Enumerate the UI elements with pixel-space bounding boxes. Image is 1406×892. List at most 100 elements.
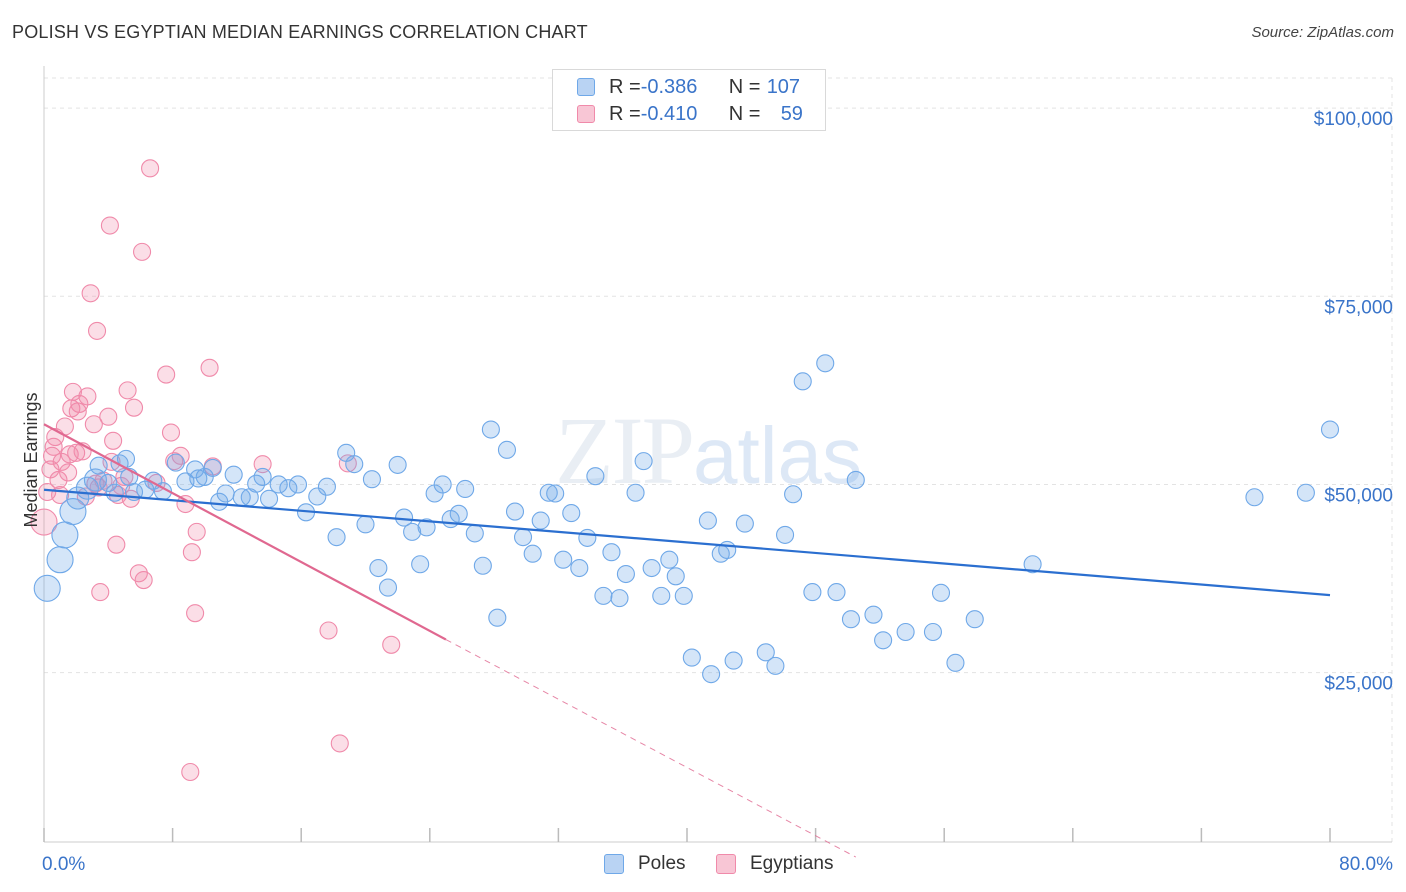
poles-point: [682, 648, 701, 667]
legend-row-egyptians: R = -0.410 N = 59: [577, 101, 803, 127]
egyptians-n-value: 59: [780, 102, 803, 125]
poles-point: [417, 518, 436, 537]
poles-point: [602, 543, 621, 562]
poles-point: [827, 583, 846, 602]
egyptians-point: [186, 604, 205, 623]
egyptians-point: [30, 508, 58, 536]
egyptians-point: [181, 762, 200, 782]
poles-point: [403, 522, 422, 541]
poles-point: [456, 479, 475, 499]
egyptians-point: [161, 423, 181, 442]
poles-point: [931, 583, 951, 602]
poles-point: [531, 511, 550, 530]
egyptians-point: [124, 398, 144, 417]
poles-point: [546, 484, 565, 503]
watermark: ZIPatlas: [555, 395, 862, 506]
egyptians-point: [319, 621, 338, 640]
poles-swatch: [577, 78, 595, 96]
poles-point: [666, 567, 685, 586]
chart-title: POLISH VS EGYPTIAN MEDIAN EARNINGS CORRE…: [12, 22, 588, 42]
poles-point: [803, 583, 822, 602]
poles-point: [369, 558, 388, 578]
poles-point: [841, 610, 861, 629]
poles-point: [562, 504, 581, 523]
legend-item-poles: Poles: [604, 852, 686, 876]
egyptians-point: [182, 543, 201, 562]
poles-point: [616, 564, 635, 584]
poles-point: [356, 515, 375, 534]
egyptians-point: [104, 431, 123, 450]
source-credit: Source: ZipAtlas.com: [1251, 24, 1394, 41]
poles-point: [793, 372, 812, 391]
egyptians-point: [118, 381, 137, 400]
poles-point: [488, 608, 507, 627]
egyptians-points: [30, 159, 401, 782]
poles-point: [327, 528, 346, 547]
egyptians-point: [253, 455, 272, 474]
watermark-atlas: atlas: [693, 411, 862, 500]
poles-point: [388, 455, 407, 474]
poles-point: [317, 477, 336, 496]
egyptians-point: [200, 358, 219, 377]
egyptians-point: [67, 443, 86, 462]
poles-point: [59, 498, 87, 526]
poles-point: [83, 468, 107, 492]
egyptians-point: [49, 470, 68, 489]
poles-point: [1245, 488, 1264, 507]
egyptians-point: [91, 583, 110, 602]
poles-point: [481, 420, 500, 439]
watermark-zip: ZIP: [555, 397, 695, 504]
y-tick-label: $75,000: [1324, 297, 1393, 318]
egyptians-r-value: -0.410: [640, 102, 698, 125]
poles-n-label: N =: [728, 75, 761, 98]
poles-point: [1296, 483, 1315, 502]
poles-point: [505, 502, 525, 521]
egyptians-point: [78, 387, 97, 406]
egyptians-point: [157, 365, 176, 384]
poles-point: [735, 514, 754, 533]
poles-point: [362, 470, 381, 489]
trend-lines: [43, 423, 1331, 858]
poles-point: [642, 558, 661, 578]
y-tick-label: $25,000: [1324, 674, 1393, 695]
poles-point: [626, 483, 645, 502]
poles-point: [946, 653, 965, 672]
x-tick-label-end: 80.0%: [1339, 854, 1393, 875]
poles-point: [411, 555, 430, 574]
egyptians-legend-label: Egyptians: [750, 853, 834, 874]
poles-point: [766, 656, 785, 675]
poles-point: [46, 546, 74, 574]
poles-point: [874, 631, 893, 650]
axes: [43, 66, 1392, 843]
poles-point: [105, 483, 124, 502]
poles-point: [279, 479, 298, 498]
poles-point: [433, 475, 452, 494]
egyptians-point: [100, 216, 119, 235]
poles-point: [784, 485, 803, 504]
poles-point: [1023, 555, 1042, 574]
poles-point: [497, 440, 517, 459]
legend-item-egyptians: Egyptians: [716, 852, 833, 876]
poles-point: [51, 521, 79, 549]
gridlines: [44, 77, 1393, 842]
poles-point: [698, 511, 717, 530]
poles-point: [652, 586, 671, 605]
poles-point: [288, 475, 308, 494]
egyptians-point: [59, 463, 78, 482]
poles-point: [570, 558, 589, 578]
poles-point: [189, 469, 208, 488]
poles-point: [216, 484, 235, 503]
poles-point: [308, 487, 327, 506]
poles-r-value: -0.386: [640, 75, 698, 98]
egyptians-point: [134, 571, 153, 590]
poles-point: [554, 550, 573, 569]
poles-point: [816, 354, 835, 373]
y-axis-title: Median Earnings: [21, 392, 41, 527]
egyptians-point: [84, 415, 103, 434]
legend-row-poles: R = -0.386 N = 107: [577, 74, 800, 100]
poles-point: [224, 465, 243, 484]
egyptians-point: [330, 734, 349, 753]
y-tick-label: $50,000: [1324, 485, 1393, 506]
poles-point: [594, 586, 613, 605]
poles-point: [247, 474, 266, 493]
